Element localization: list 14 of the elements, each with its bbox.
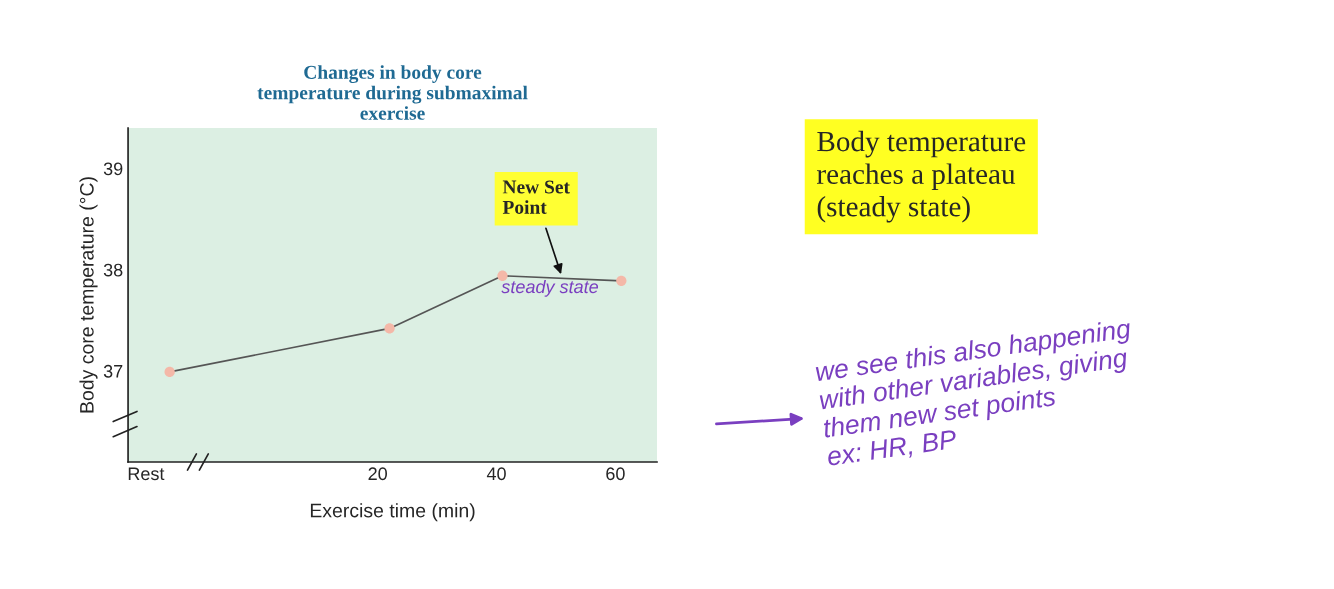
x-tick-label: 60 [606,467,625,481]
annotation: New Set Point [502,180,570,214]
y-axis-title: Body core temperature (°C) [79,177,98,413]
x-axis-title: Exercise time (min) [310,503,475,522]
text: we see this also happening with other variables, giving them new set points ex: HR, BP [815,318,1133,469]
x-tick-label: 40 [486,467,506,481]
y-tick-label: 38 [103,263,123,277]
y-tick-label: 39 [103,162,123,176]
text: Body temperature reaches a plateau (steady state) [816,130,1026,223]
y-tick-label: 37 [103,364,123,378]
x-tick-label: Rest [128,467,165,481]
annotation: steady state [501,279,599,297]
chart-title: Changes in body core temperature during submaximal exercise [257,65,528,120]
x-tick-label: 20 [368,467,388,481]
